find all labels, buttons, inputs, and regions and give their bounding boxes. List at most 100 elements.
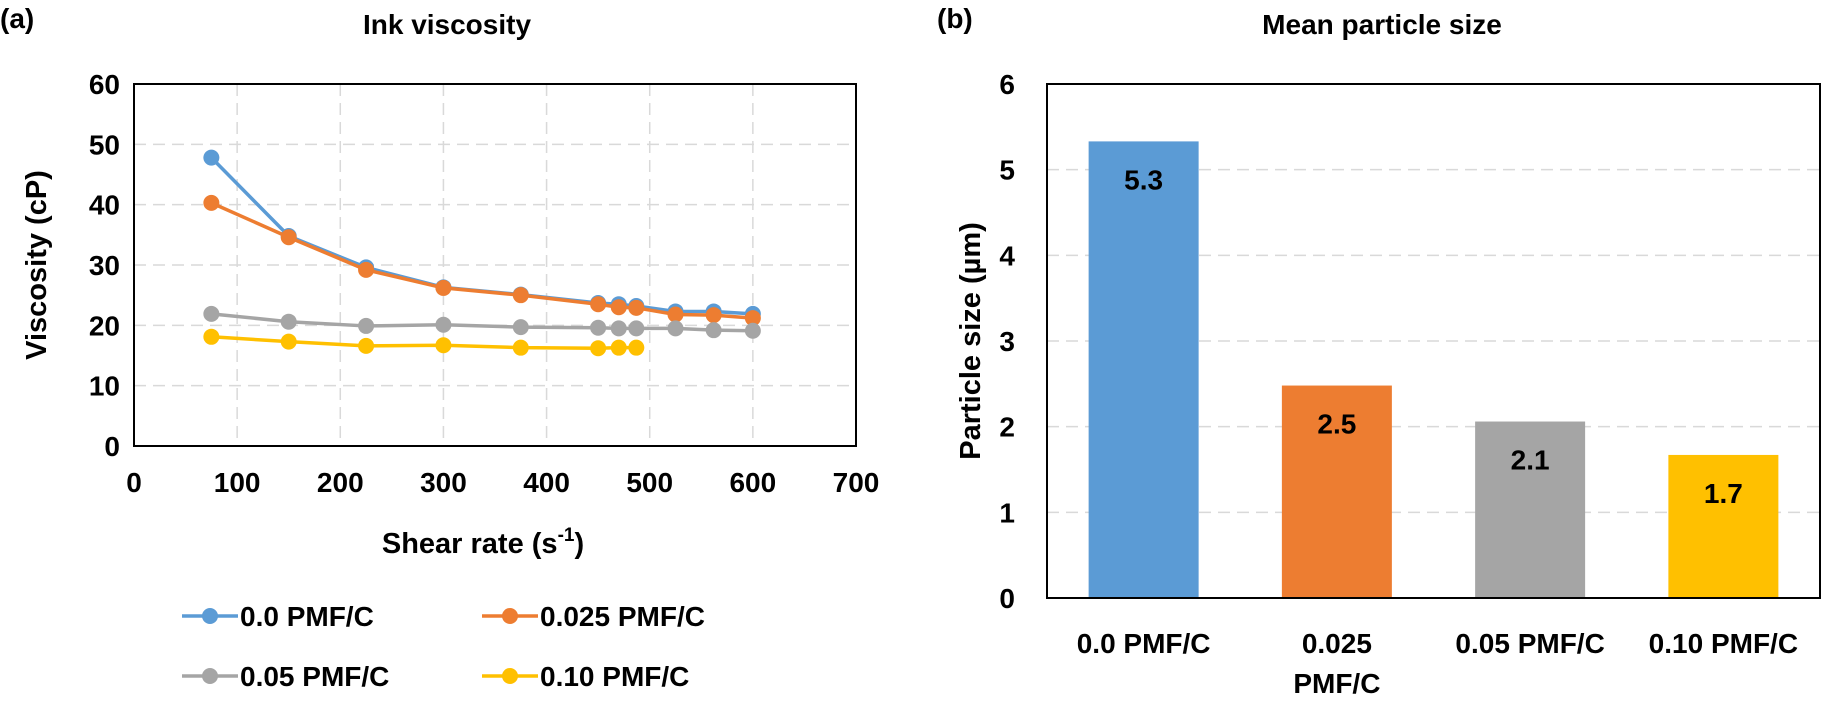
legend-swatch-marker (502, 668, 518, 684)
legend-swatch-marker (202, 668, 218, 684)
plot-area-a (133, 83, 857, 447)
legend-item: 0.0 PMF/C (182, 601, 374, 632)
data-point (512, 287, 529, 304)
data-point (610, 299, 627, 316)
x-tick-label: 200 (317, 467, 364, 498)
bar (1475, 421, 1586, 598)
y-axis-label-b: Particle size (µm) (955, 222, 987, 460)
data-point (590, 296, 607, 313)
legend-item: 0.05 PMF/C (182, 661, 389, 692)
legend-swatch-marker (202, 608, 218, 624)
gridlines-b (1047, 168, 1820, 514)
data-point (203, 305, 220, 322)
data-point (435, 279, 452, 296)
data-point (667, 320, 684, 337)
bar-data-label: 1.7 (1704, 478, 1743, 509)
y-tick-label: 4 (999, 240, 1015, 271)
series-line (211, 335, 637, 351)
x-tick-label: 300 (420, 467, 467, 498)
category-label: 0.025 PMF/C (1293, 628, 1380, 699)
legend-label: 0.10 PMF/C (540, 661, 689, 692)
y-tick-label: 5 (999, 155, 1015, 186)
category-label: 0.05 PMF/C (1455, 628, 1604, 659)
data-point (358, 337, 375, 354)
x-axis-label-a: Shear rate (s-1) (382, 525, 584, 560)
x-tick-label: 0 (126, 467, 142, 498)
y-tick-label: 0 (999, 583, 1015, 614)
y-tick-label: 1 (999, 497, 1015, 528)
series-group-a (203, 149, 761, 357)
data-point (705, 307, 722, 324)
data-point (203, 328, 220, 345)
data-point (203, 149, 220, 166)
x-tick-label: 400 (523, 467, 570, 498)
bar-data-label: 5.3 (1124, 164, 1163, 195)
y-tick-label: 6 (999, 69, 1015, 100)
data-point (590, 319, 607, 336)
y-tick-label: 50 (89, 129, 120, 160)
plot-area-b (1046, 83, 1821, 599)
data-point (667, 306, 684, 323)
y-axis-label-a: Viscosity (cP) (21, 170, 53, 360)
data-point (628, 320, 645, 337)
legend-label: 0.0 PMF/C (240, 601, 374, 632)
legend-label: 0.025 PMF/C (540, 601, 705, 632)
viscosity-chart: (a) Ink viscosity 0 10 20 30 40 50 60 0 100 200 3… (0, 3, 879, 692)
data-point (590, 340, 607, 357)
bar-data-label: 2.5 (1317, 409, 1356, 440)
bars-b: 5.3 2.5 2.1 1.7 (1088, 141, 1779, 598)
series-4 (203, 328, 645, 357)
data-point (512, 319, 529, 336)
legend-label: 0.05 PMF/C (240, 661, 389, 692)
gridlines-a (134, 84, 856, 446)
data-point (628, 299, 645, 316)
x-tick-labels-a: 0 100 200 300 400 500 600 700 (126, 467, 879, 498)
chart-title-viscosity: Ink viscosity (363, 9, 532, 40)
series-2 (203, 194, 761, 327)
y-tick-label: 30 (89, 250, 120, 281)
x-tick-label: 100 (214, 467, 261, 498)
y-tick-label: 10 (89, 371, 120, 402)
data-point (280, 313, 297, 330)
data-point (744, 310, 761, 327)
panel-label-a: (a) (0, 3, 34, 34)
y-tick-labels-b: 0 1 2 3 4 5 6 (999, 69, 1015, 614)
data-point (435, 337, 452, 354)
data-point (628, 339, 645, 356)
bar (1281, 385, 1392, 598)
x-tick-label: 500 (626, 467, 673, 498)
y-tick-label: 20 (89, 310, 120, 341)
x-tick-label: 600 (729, 467, 776, 498)
series-3 (203, 305, 761, 339)
legend-item: 0.10 PMF/C (482, 661, 689, 692)
legend-a: 0.0 PMF/C 0.025 PMF/C 0.05 PMF/C 0.10 PMF/C (182, 601, 705, 692)
bar (1088, 141, 1199, 598)
legend-swatch-marker (502, 608, 518, 624)
series-line (210, 201, 753, 320)
y-tick-labels-a: 0 10 20 30 40 50 60 (89, 69, 120, 462)
y-tick-label: 0 (104, 431, 120, 462)
data-point (610, 320, 627, 337)
bar (1668, 454, 1779, 598)
data-point (435, 316, 452, 333)
data-point (358, 317, 375, 334)
y-tick-label: 40 (89, 190, 120, 221)
legend-item: 0.025 PMF/C (482, 601, 705, 632)
data-point (512, 339, 529, 356)
bar-data-label: 2.1 (1511, 445, 1550, 476)
data-point (280, 229, 297, 246)
y-tick-label: 3 (999, 326, 1015, 357)
category-label: 0.0 PMF/C (1077, 628, 1211, 659)
category-label: 0.10 PMF/C (1649, 628, 1798, 659)
y-tick-label: 60 (89, 69, 120, 100)
category-labels-b: 0.0 PMF/C 0.025 PMF/C 0.05 PMF/C 0.10 PMF/C (1077, 628, 1798, 699)
data-point (203, 194, 220, 211)
y-tick-label: 2 (999, 412, 1015, 443)
data-point (610, 339, 627, 356)
data-point (744, 322, 761, 339)
data-point (280, 333, 297, 350)
x-tick-label: 700 (833, 467, 880, 498)
data-point (705, 322, 722, 339)
data-point (358, 261, 375, 278)
